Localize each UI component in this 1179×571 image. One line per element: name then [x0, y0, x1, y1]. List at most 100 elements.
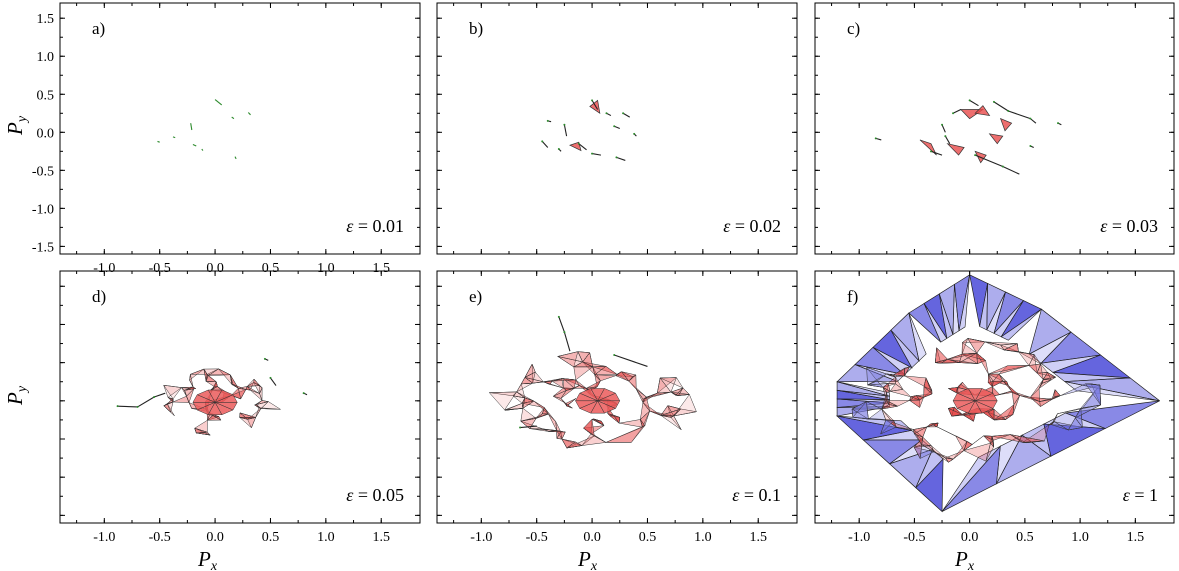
simplex: [543, 381, 564, 389]
simplex: [163, 384, 182, 400]
simplex: [255, 401, 270, 409]
simplex: [913, 426, 928, 438]
panel-frame: [59, 270, 421, 524]
simplex: [880, 419, 895, 435]
x-tick-label: 1.0: [317, 530, 335, 545]
edge: [234, 156, 237, 160]
plot-area: [157, 99, 251, 160]
simplex: [974, 105, 991, 117]
x-axis-title-f: Px: [954, 547, 975, 571]
x-tick-label: 1.0: [317, 261, 335, 276]
simplex: [988, 365, 1029, 375]
simplex: [184, 386, 197, 391]
edge: [541, 141, 549, 148]
panel-label: c): [847, 19, 860, 38]
simplex: [967, 338, 986, 354]
x-tick-label: 0.5: [262, 261, 280, 276]
edge: [247, 112, 251, 116]
edge: [578, 143, 587, 151]
simplex: [515, 382, 533, 393]
x-tick-label: -0.5: [903, 530, 925, 545]
epsilon-annotation: ε = 0.05: [346, 485, 404, 505]
simplex: [919, 139, 937, 156]
simplex: [852, 400, 869, 420]
panel-d: -1.0 -0.5 0.0 0.5 1.0 1.5 d) ε = 0.05: [59, 270, 421, 545]
simplex: [991, 436, 994, 448]
simplex: [988, 133, 1004, 145]
vertex: [269, 376, 272, 379]
simplex: [1008, 385, 1020, 396]
simplex: [583, 418, 595, 437]
edge: [591, 153, 602, 156]
plot-area: [541, 99, 637, 161]
simplex: [1029, 387, 1040, 402]
simplex: [203, 368, 208, 382]
vertex: [263, 357, 266, 360]
outer-simplex: [941, 445, 1001, 512]
simplex: [591, 418, 605, 426]
vertex: [563, 123, 566, 126]
edge: [944, 135, 951, 144]
simplex: [987, 374, 993, 387]
edge: [558, 316, 565, 333]
core-simplex: [975, 400, 998, 409]
simplex: [955, 435, 968, 452]
outer-simplex: [958, 274, 970, 332]
simplex: [993, 404, 1015, 421]
y-tick-label: -1.0: [32, 202, 54, 217]
edge: [1030, 118, 1037, 124]
simplex: [992, 373, 1004, 382]
edge: [172, 136, 176, 139]
simplex: [1048, 421, 1056, 426]
simplex: [934, 347, 949, 364]
x-axis-title-e: Px: [577, 547, 598, 571]
simplex: [904, 366, 911, 377]
y-tick-label: 1.5: [37, 12, 55, 27]
simplex: [1003, 349, 1035, 355]
simplex: [619, 419, 643, 428]
simplex: [866, 367, 888, 386]
simplex: [957, 383, 970, 391]
x-tick-label: 0.5: [262, 530, 280, 545]
panels: -1.0 -0.5 0.0 0.5 1.0 1.5 -1.5 -1.0 -0.5 0.0 0.5 1.…: [32, 2, 1175, 545]
vertex: [591, 99, 594, 102]
edge: [201, 148, 204, 151]
vertex: [591, 152, 594, 155]
simplex: [560, 398, 568, 407]
simplex: [1084, 383, 1101, 406]
vertex: [1029, 117, 1032, 120]
simplex: [642, 391, 672, 400]
x-axis-title-d: Px: [197, 547, 218, 571]
simplex: [218, 368, 233, 386]
simplex: [589, 99, 601, 115]
simplex: [1039, 395, 1061, 402]
y-tick-label: 0.0: [37, 126, 55, 141]
edge: [153, 392, 166, 398]
simplex: [881, 392, 887, 410]
vertex: [944, 135, 947, 138]
x-tick-label: 1.5: [372, 530, 390, 545]
vertex: [153, 396, 156, 398]
simplex: [947, 407, 963, 417]
vertex: [557, 315, 560, 318]
outer-simplex: [1000, 308, 1042, 341]
x-tick-label: -1.0: [93, 261, 115, 276]
panel-label: a): [92, 19, 105, 38]
simplex: [556, 430, 566, 440]
simplex: [573, 366, 594, 381]
simplex: [991, 380, 1004, 388]
simplex: [238, 387, 247, 400]
simplex: [593, 366, 618, 376]
simplex: [520, 417, 537, 430]
simplex: [1057, 404, 1101, 414]
edge: [231, 116, 235, 120]
edge: [157, 140, 160, 143]
y-axis-title-top: Py: [3, 115, 30, 136]
edge: [520, 425, 537, 429]
x-tick-label: 0.0: [583, 530, 601, 545]
labels: Py Py Px Px Px: [3, 115, 975, 571]
vertex: [952, 112, 955, 115]
simplex: [999, 390, 1013, 395]
vertex: [941, 123, 944, 126]
